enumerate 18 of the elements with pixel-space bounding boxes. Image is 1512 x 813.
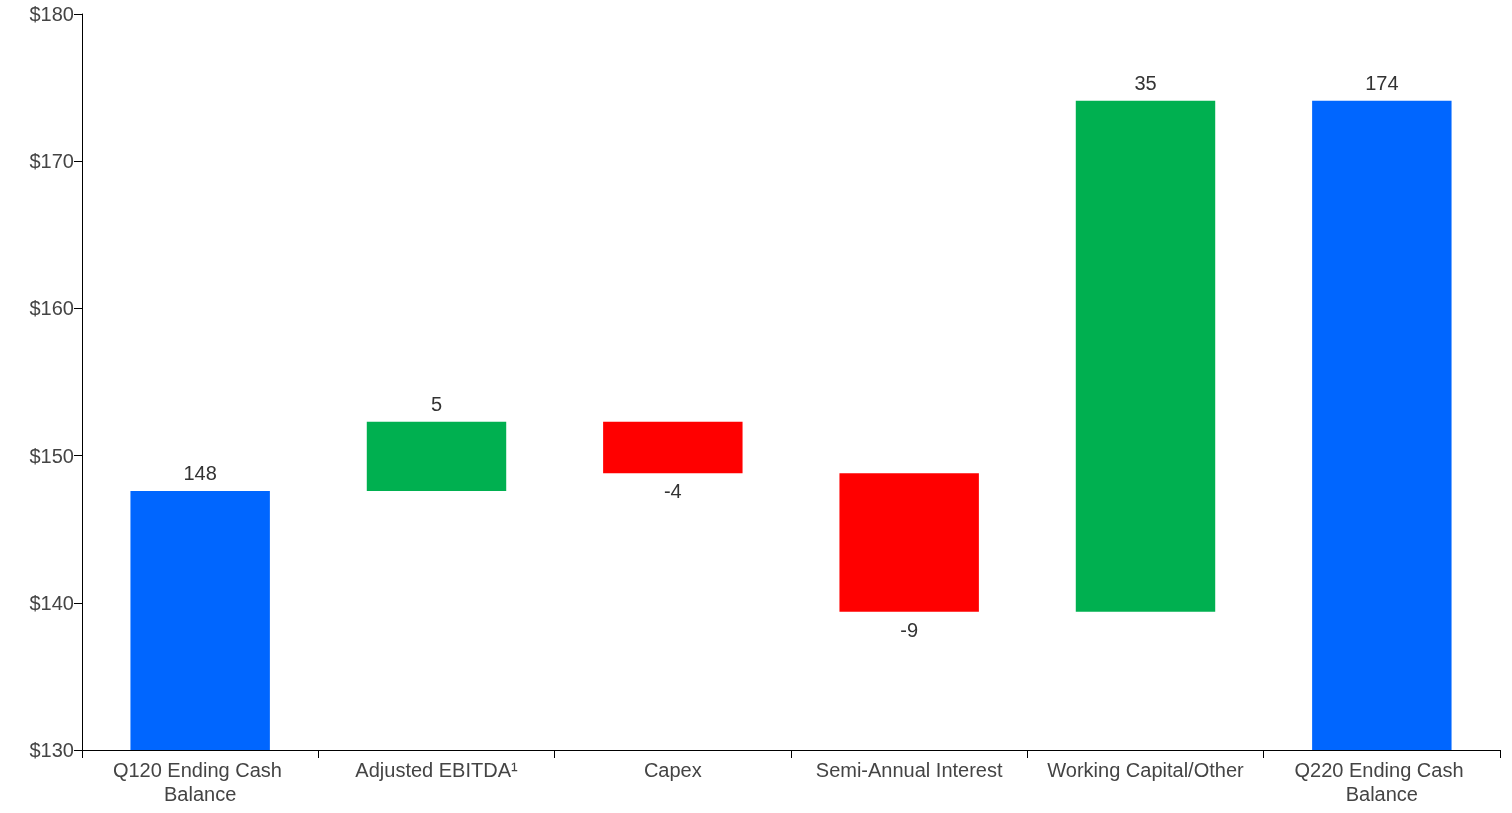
y-tick-label: $180 <box>29 3 74 25</box>
data-label: 174 <box>1365 71 1399 94</box>
x-tick-label: Working Capital/Other <box>1047 759 1245 781</box>
y-tick-label: $150 <box>29 444 74 467</box>
data-label: 5 <box>430 392 443 415</box>
y-tick-label: $170 <box>29 150 74 173</box>
x-tick-label: Semi-Annual Interest <box>815 759 1003 781</box>
x-tick-label: Q120 Ending Cash Balance <box>112 759 288 805</box>
y-tick-label: $140 <box>29 591 74 614</box>
x-tick-label: Adjusted EBITDA¹ <box>355 759 518 781</box>
data-label: 35 <box>1134 71 1157 94</box>
y-tick-label: $160 <box>29 297 74 320</box>
data-label: -9 <box>900 618 919 641</box>
y-tick-label: $130 <box>29 739 74 761</box>
x-tick-label: Capex <box>643 759 702 781</box>
x-tick-label: Q220 Ending Cash Balance <box>1294 759 1470 805</box>
data-label: -4 <box>663 480 682 503</box>
data-label: 148 <box>183 461 217 484</box>
